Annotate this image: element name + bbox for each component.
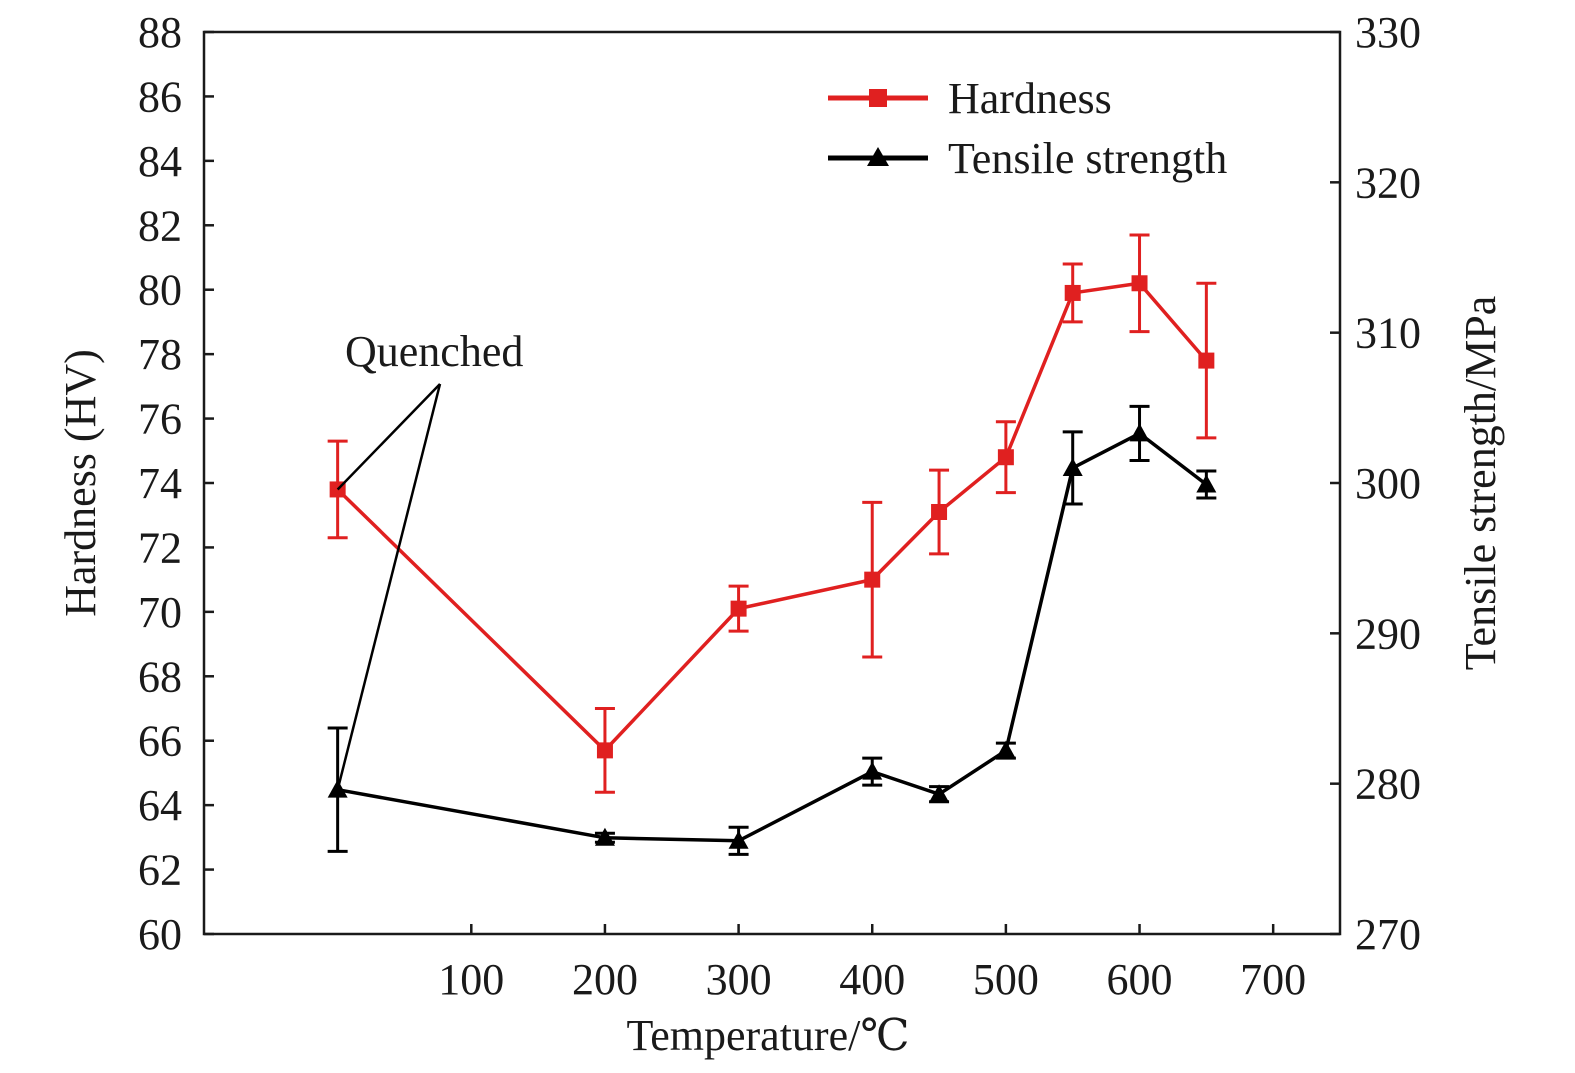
left-tick-label: 66 xyxy=(138,717,182,766)
x-tick-label: 700 xyxy=(1240,955,1306,1004)
data-point xyxy=(1198,352,1215,369)
x-tick-label: 500 xyxy=(973,955,1039,1004)
data-point xyxy=(1129,423,1150,442)
legend-marker xyxy=(867,147,889,166)
left-tick-label: 88 xyxy=(138,8,182,57)
left-tick-label: 84 xyxy=(138,137,182,186)
data-point xyxy=(997,449,1014,466)
x-axis: 100 200 300 400 500 600 700 xyxy=(438,924,1306,1004)
right-tick-label: 330 xyxy=(1355,8,1421,57)
left-tick-label: 74 xyxy=(138,459,182,508)
y-axis-title: Hardness (HV) xyxy=(56,349,105,617)
legend-label: Hardness xyxy=(948,74,1112,123)
x-tick-label: 100 xyxy=(438,955,504,1004)
right-tick-label: 310 xyxy=(1355,309,1421,358)
data-point xyxy=(728,830,749,849)
series-hardness xyxy=(327,233,1217,794)
left-tick-label: 86 xyxy=(138,72,182,121)
right-tick-label: 270 xyxy=(1355,910,1421,959)
left-tick-label: 76 xyxy=(138,395,182,444)
left-tick-label: 62 xyxy=(138,846,182,895)
x-axis-title: Temperature/℃ xyxy=(626,1011,909,1060)
left-tick-label: 72 xyxy=(138,523,182,572)
right-tick-label: 290 xyxy=(1355,609,1421,658)
left-tick-label: 68 xyxy=(138,652,182,701)
data-point xyxy=(1064,284,1081,301)
data-point xyxy=(1196,474,1217,493)
data-point xyxy=(931,503,948,520)
left-tick-label: 80 xyxy=(138,266,182,315)
legend-marker xyxy=(869,89,887,107)
series-tensile-strength xyxy=(327,404,1217,856)
data-point xyxy=(929,784,950,803)
left-tick-label: 82 xyxy=(138,201,182,250)
annotation-quenched: Quenched xyxy=(336,327,523,790)
data-point xyxy=(596,742,613,759)
y2-axis-title: Tensile strength/MPa xyxy=(1456,296,1505,671)
right-tick-label: 280 xyxy=(1355,760,1421,809)
x-tick-label: 200 xyxy=(572,955,638,1004)
left-axis: 60 62 64 66 68 70 72 74 76 78 80 82 84 86 88 xyxy=(138,8,214,959)
data-point xyxy=(1131,275,1148,292)
data-point xyxy=(995,740,1016,759)
right-tick-label: 300 xyxy=(1355,459,1421,508)
legend-label: Tensile strength xyxy=(948,134,1227,183)
x-tick-label: 300 xyxy=(706,955,772,1004)
legend: Hardness Tensile strength xyxy=(828,74,1227,183)
annotation-pointer xyxy=(336,383,441,491)
left-tick-label: 64 xyxy=(138,781,182,830)
right-tick-label: 320 xyxy=(1355,158,1421,207)
data-point xyxy=(864,571,881,588)
data-point xyxy=(730,600,747,617)
left-tick-label: 60 xyxy=(138,910,182,959)
series-line xyxy=(337,431,1208,843)
left-tick-label: 70 xyxy=(138,588,182,637)
left-tick-label: 78 xyxy=(138,330,182,379)
annotation-pointer xyxy=(336,383,442,790)
data-point xyxy=(862,761,883,780)
annotation-label: Quenched xyxy=(345,327,523,376)
x-tick-label: 400 xyxy=(839,955,905,1004)
series-layer xyxy=(327,233,1217,856)
data-point xyxy=(594,827,615,846)
x-tick-label: 600 xyxy=(1107,955,1173,1004)
data-point xyxy=(1062,457,1083,476)
right-axis: 270 280 290 300 310 320 330 xyxy=(1330,8,1421,959)
